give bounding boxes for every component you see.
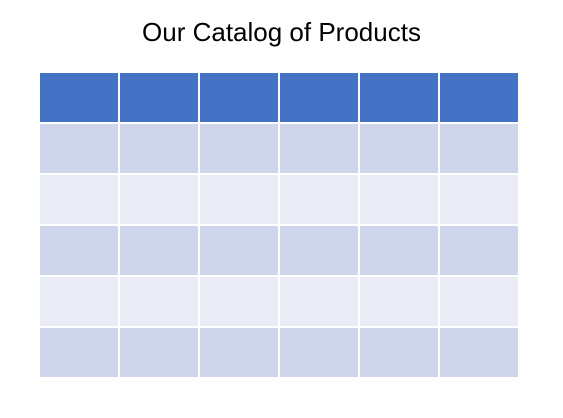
table-cell — [440, 277, 518, 328]
table-cell — [280, 175, 360, 226]
header-cell — [280, 73, 360, 124]
table-cell — [360, 328, 440, 377]
product-catalog-table — [40, 73, 518, 377]
table-cell — [440, 175, 518, 226]
table-cell — [200, 226, 280, 277]
table-cell — [280, 328, 360, 377]
table-cell — [200, 277, 280, 328]
table-cell — [360, 175, 440, 226]
table-row — [40, 328, 518, 377]
table-cell — [280, 277, 360, 328]
table-cell — [40, 226, 120, 277]
table-header-row — [40, 73, 518, 124]
table-cell — [120, 226, 200, 277]
header-cell — [40, 73, 120, 124]
table-cell — [40, 124, 120, 175]
table-cell — [440, 226, 518, 277]
page-title: Our Catalog of Products — [142, 17, 421, 47]
header-cell — [120, 73, 200, 124]
table-cell — [40, 175, 120, 226]
table-cell — [120, 124, 200, 175]
table-cell — [120, 277, 200, 328]
table-row — [40, 277, 518, 328]
table-cell — [120, 328, 200, 377]
header-cell — [200, 73, 280, 124]
header-cell — [440, 73, 518, 124]
table-cell — [440, 328, 518, 377]
table-cell — [200, 175, 280, 226]
table-cell — [280, 226, 360, 277]
table-cell — [40, 328, 120, 377]
table-header — [40, 73, 518, 124]
table-cell — [440, 124, 518, 175]
table-cell — [40, 277, 120, 328]
table-cell — [360, 226, 440, 277]
header-cell — [360, 73, 440, 124]
table-body — [40, 124, 518, 377]
table-cell — [120, 175, 200, 226]
table-row — [40, 124, 518, 175]
table-row — [40, 226, 518, 277]
table-cell — [280, 124, 360, 175]
table-cell — [200, 328, 280, 377]
table-cell — [360, 277, 440, 328]
table-cell — [200, 124, 280, 175]
table-cell — [360, 124, 440, 175]
table-row — [40, 175, 518, 226]
